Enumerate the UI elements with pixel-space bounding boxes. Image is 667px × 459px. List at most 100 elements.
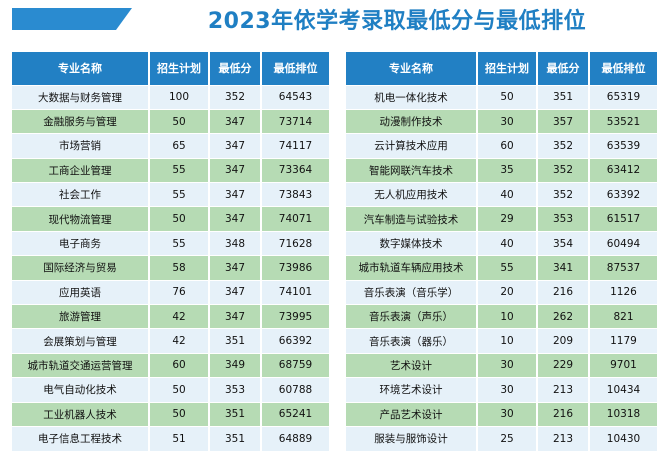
cell-major: 音乐表演（器乐） [346, 328, 478, 354]
cell-min-score: 216 [537, 279, 590, 305]
cell-major: 艺术设计 [346, 352, 478, 378]
cell-major: 电子信息工程技术 [12, 425, 150, 451]
admission-table-right: 专业名称 招生计划 最低分 最低排位 机电一体化技术 50 351 65319 动漫制作… [346, 52, 657, 451]
cell-min-rank: 74101 [261, 279, 329, 305]
cell-major: 音乐表演（声乐） [346, 304, 478, 329]
cell-min-rank: 10318 [589, 401, 657, 427]
cell-min-rank: 63392 [589, 182, 657, 207]
cell-min-rank: 64889 [261, 425, 329, 451]
cell-min-score: 347 [209, 108, 262, 134]
table-row: 云计算技术应用 60 352 63539 [346, 133, 657, 159]
table-row: 社会工作 55 347 73843 [12, 182, 329, 207]
table-row: 音乐表演（音乐学） 20 216 1126 [346, 279, 657, 305]
cell-major: 金融服务与管理 [12, 108, 150, 134]
cell-min-rank: 73995 [261, 304, 329, 329]
cell-min-score: 213 [537, 425, 590, 451]
cell-min-rank: 10434 [589, 377, 657, 403]
cell-plan: 58 [149, 255, 210, 281]
cell-min-score: 213 [537, 377, 590, 403]
cell-major: 大数据与财务管理 [12, 84, 150, 110]
cell-min-score: 262 [537, 304, 590, 329]
table-row: 无人机应用技术 40 352 63392 [346, 182, 657, 207]
cell-min-score: 229 [537, 352, 590, 378]
cell-min-score: 209 [537, 328, 590, 354]
cell-major: 市场营销 [12, 133, 150, 159]
cell-plan: 51 [149, 425, 210, 451]
cell-plan: 30 [477, 377, 538, 403]
cell-min-rank: 9701 [589, 352, 657, 378]
title-decoration-bar [12, 8, 132, 30]
cell-min-rank: 71628 [261, 230, 329, 256]
title-banner: 2023年依学考录取最低分与最低排位 [12, 8, 655, 36]
admission-table-left: 专业名称 招生计划 最低分 最低排位 大数据与财务管理 100 352 64543 金融… [12, 52, 329, 451]
table-row: 音乐表演（器乐） 10 209 1179 [346, 328, 657, 354]
cell-major: 无人机应用技术 [346, 182, 478, 207]
table-header-row: 专业名称 招生计划 最低分 最低排位 [12, 52, 329, 85]
cell-min-rank: 73714 [261, 108, 329, 134]
cell-min-rank: 10430 [589, 425, 657, 451]
cell-min-score: 352 [537, 157, 590, 183]
cell-major: 环境艺术设计 [346, 377, 478, 403]
table-row: 会展策划与管理 42 351 66392 [12, 328, 329, 354]
page-title: 2023年依学考录取最低分与最低排位 [207, 9, 587, 34]
cell-min-score: 352 [537, 133, 590, 159]
cell-min-rank: 66392 [261, 328, 329, 354]
cell-plan: 76 [149, 279, 210, 305]
cell-min-rank: 65319 [589, 84, 657, 110]
cell-plan: 55 [149, 182, 210, 207]
cell-min-rank: 53521 [589, 108, 657, 134]
cell-min-score: 351 [209, 328, 262, 354]
table-row: 电子商务 55 348 71628 [12, 230, 329, 256]
cell-major: 服装与服饰设计 [346, 425, 478, 451]
cell-plan: 55 [149, 157, 210, 183]
column-header-plan: 招生计划 [477, 52, 538, 85]
cell-plan: 25 [477, 425, 538, 451]
cell-min-rank: 1126 [589, 279, 657, 305]
cell-min-rank: 63412 [589, 157, 657, 183]
cell-min-score: 352 [537, 182, 590, 207]
cell-plan: 50 [477, 84, 538, 110]
table-body-right: 机电一体化技术 50 351 65319 动漫制作技术 30 357 53521 云计算技术应用… [346, 84, 657, 451]
cell-min-score: 353 [209, 377, 262, 403]
table-row: 艺术设计 30 229 9701 [346, 352, 657, 378]
cell-min-score: 347 [209, 182, 262, 207]
cell-min-score: 347 [209, 255, 262, 281]
cell-min-rank: 74117 [261, 133, 329, 159]
cell-major: 会展策划与管理 [12, 328, 150, 354]
cell-plan: 65 [149, 133, 210, 159]
table-header-row: 专业名称 招生计划 最低分 最低排位 [346, 52, 657, 85]
cell-major: 智能网联汽车技术 [346, 157, 478, 183]
cell-min-score: 354 [537, 230, 590, 256]
cell-min-score: 347 [209, 206, 262, 232]
cell-min-score: 347 [209, 279, 262, 305]
cell-min-rank: 74071 [261, 206, 329, 232]
cell-major: 音乐表演（音乐学） [346, 279, 478, 305]
column-header-min-rank: 最低排位 [589, 52, 657, 85]
cell-plan: 30 [477, 108, 538, 134]
table-row: 数字媒体技术 40 354 60494 [346, 230, 657, 256]
cell-major: 工商企业管理 [12, 157, 150, 183]
cell-major: 现代物流管理 [12, 206, 150, 232]
cell-plan: 35 [477, 157, 538, 183]
column-header-min-rank: 最低排位 [261, 52, 329, 85]
cell-plan: 42 [149, 328, 210, 354]
table-row: 工商企业管理 55 347 73364 [12, 157, 329, 183]
cell-min-rank: 821 [589, 304, 657, 329]
cell-min-rank: 73986 [261, 255, 329, 281]
cell-major: 国际经济与贸易 [12, 255, 150, 281]
cell-min-score: 349 [209, 352, 262, 378]
table-row: 城市轨道车辆应用技术 55 341 87537 [346, 255, 657, 281]
cell-major: 产品艺术设计 [346, 401, 478, 427]
cell-min-rank: 60494 [589, 230, 657, 256]
table-row: 市场营销 65 347 74117 [12, 133, 329, 159]
table-row: 电气自动化技术 50 353 60788 [12, 377, 329, 403]
cell-plan: 55 [149, 230, 210, 256]
table-row: 产品艺术设计 30 216 10318 [346, 401, 657, 427]
cell-min-score: 216 [537, 401, 590, 427]
cell-major: 动漫制作技术 [346, 108, 478, 134]
table-row: 音乐表演（声乐） 10 262 821 [346, 304, 657, 329]
cell-min-score: 351 [537, 84, 590, 110]
cell-major: 机电一体化技术 [346, 84, 478, 110]
cell-plan: 42 [149, 304, 210, 329]
cell-major: 云计算技术应用 [346, 133, 478, 159]
